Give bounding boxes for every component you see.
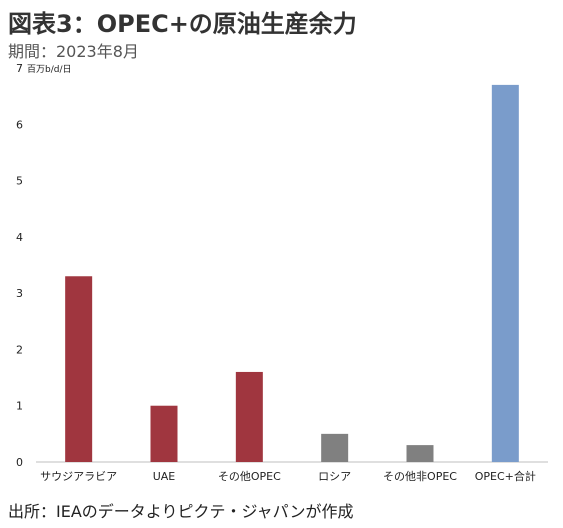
bar xyxy=(150,405,178,462)
y-tick-label: 4 xyxy=(16,231,23,244)
y-unit-label: 百万b/d/日 xyxy=(27,64,72,75)
y-tick-label: 0 xyxy=(16,456,23,469)
y-axis: 0 1 2 3 4 5 6 7 xyxy=(16,62,23,469)
y-tick-label: 6 xyxy=(16,118,23,131)
bars xyxy=(65,84,519,462)
category-label: サウジアラビア xyxy=(40,470,117,483)
bar xyxy=(321,433,349,462)
y-tick-label: 2 xyxy=(16,343,23,356)
y-tick-label: 5 xyxy=(16,175,23,188)
bar xyxy=(491,84,519,462)
bar xyxy=(406,445,434,462)
y-tick-label: 7 xyxy=(16,62,23,75)
chart-title: 図表3：OPEC+の原油生産余力 xyxy=(8,10,357,38)
chart-subtitle: 期間：2023年8月 xyxy=(8,42,139,61)
y-tick-label: 1 xyxy=(16,400,23,413)
category-label: ロシア xyxy=(318,470,351,483)
bar xyxy=(235,371,263,462)
y-tick-label: 3 xyxy=(16,287,23,300)
category-label: その他非OPEC xyxy=(383,470,457,483)
category-label: その他OPEC xyxy=(218,470,281,483)
bar xyxy=(65,276,93,462)
source-note: 出所：IEAのデータよりピクテ・ジャパンが作成 xyxy=(8,502,354,521)
category-labels: サウジアラビア UAE その他OPEC ロシア その他非OPEC OPEC+合計 xyxy=(40,469,536,483)
category-label: OPEC+合計 xyxy=(475,469,536,483)
category-label: UAE xyxy=(153,470,176,483)
